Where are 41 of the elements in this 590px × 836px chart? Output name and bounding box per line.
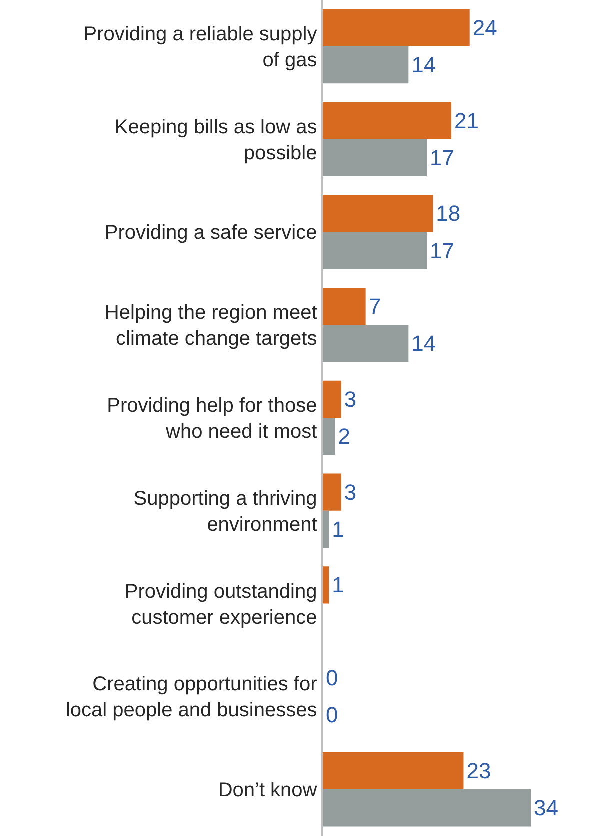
data-label: 14 [412, 52, 436, 78]
data-label: 21 [454, 108, 479, 134]
y-tick-label: Providing outstanding customer experience [124, 580, 318, 629]
data-label: 14 [412, 331, 436, 356]
data-label: 3 [344, 386, 357, 412]
data-label: 17 [430, 238, 455, 264]
data-label: 3 [344, 480, 357, 505]
bar [323, 325, 409, 362]
bar [323, 195, 434, 232]
data-label: 1 [332, 516, 344, 542]
data-label: 24 [472, 15, 498, 40]
data-label: 7 [368, 294, 382, 320]
bar [323, 232, 428, 270]
y-tick-label: Keeping bills as low as possible [114, 116, 318, 164]
data-label: 34 [534, 796, 559, 821]
y-tick-label: Supporting a thriving environment [134, 488, 318, 536]
data-label: 0 [326, 666, 338, 691]
y-tick-label: Don’t know [218, 780, 318, 802]
bar [323, 510, 330, 548]
bar [323, 9, 470, 46]
data-label: 23 [466, 758, 492, 784]
bar [323, 102, 452, 140]
bar [323, 790, 532, 827]
bar [323, 288, 366, 326]
bar [323, 139, 428, 176]
bar [323, 418, 336, 456]
y-tick-label: Creating opportunities for local people and businesses [66, 674, 318, 722]
bar [323, 566, 330, 604]
data-label: 18 [436, 201, 461, 226]
data-label: 1 [332, 572, 344, 598]
bar [323, 380, 342, 418]
y-tick-label: Helping the region meet climate change targets [104, 302, 318, 350]
data-label: 2 [338, 424, 350, 450]
y-tick-label: Providing a reliable supply of gas [84, 23, 318, 72]
bar [323, 46, 409, 84]
bar [323, 474, 342, 511]
y-tick-label: Providing help for those who need it most [107, 395, 318, 443]
y-tick-label: Providing a safe service [104, 222, 318, 244]
bar [323, 752, 464, 790]
data-label: 0 [326, 702, 338, 728]
data-label: 17 [430, 145, 455, 170]
